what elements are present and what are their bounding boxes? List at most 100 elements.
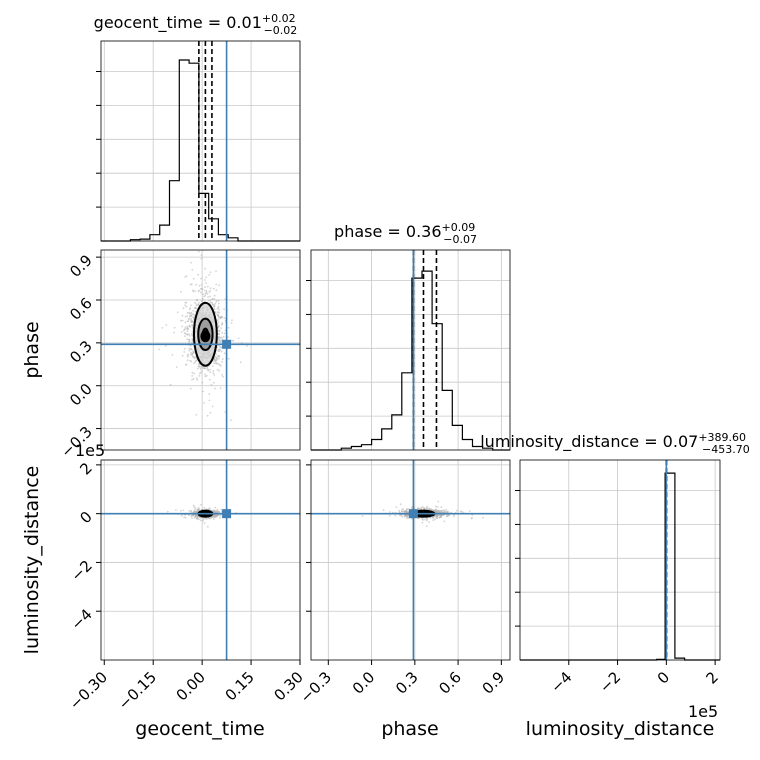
sample-point [218,349,221,352]
sample-point [187,318,190,320]
sample-point [217,357,220,360]
sample-point [206,292,209,295]
sample-point [208,399,211,402]
sample-point [200,370,203,372]
x-axis-label-phase: phase [381,718,438,740]
sample-point [246,345,249,347]
x-tick-label-phase: 0.6 [435,668,465,698]
sample-point [190,304,192,307]
hist-panel-geocent_time-hist: geocent_time = 0.01+0.02 −0.02 [94,12,301,242]
sample-point [222,335,225,338]
sample-point [199,291,202,294]
sample-point [213,294,216,297]
hist-panel-phase-hist: phase = 0.36+0.09 −0.07 [306,221,510,451]
sample-point [204,286,207,288]
sample-point [468,510,471,512]
histogram-bars [520,472,720,661]
sample-point [215,516,217,518]
sample-point [215,359,218,361]
sample-point [227,326,230,329]
y-axis-label-phase: phase [21,321,43,378]
y-tick-label-luminosity: 2 [76,459,95,478]
sample-point [184,332,187,335]
sample-point [199,371,202,374]
sample-point [223,352,226,355]
sample-point [421,521,424,524]
sample-point [195,413,198,416]
sample-point [221,323,224,325]
title-upper-error: +389.60 [698,431,746,444]
sample-point [184,315,187,318]
sample-point [184,304,187,307]
truth-marker [222,339,232,349]
sample-point [191,341,193,344]
title-main: phase = 0.36 [334,222,441,241]
sample-point [206,414,209,417]
sample-point [418,508,421,510]
sample-point [189,353,192,356]
x-axis-label-luminosity_distance: luminosity_distance [526,718,715,740]
sample-point [181,325,184,328]
panel-frame [100,249,301,451]
hist-frame [519,459,721,661]
sample-point [438,516,441,519]
sample-point [216,307,219,310]
sample-point [432,519,435,522]
sample-point [184,276,187,278]
sample-point [192,313,194,315]
sample-point [198,284,201,287]
sample-point [209,287,212,290]
sample-point [202,297,204,300]
sample-point [218,369,221,372]
sample-point [218,356,220,358]
sample-point [202,293,205,296]
sample-point [221,338,224,341]
sample-point [203,235,205,237]
truth-marker [408,509,418,519]
sample-point [219,364,222,367]
sample-point [204,279,206,281]
sample-point [189,308,191,311]
sample-point [440,506,443,508]
y-tick-label-luminosity: 0 [76,508,95,527]
sample-point [183,328,186,331]
sample-point [426,507,428,510]
sample-point [239,361,242,364]
sample-point [212,370,215,372]
sample-point [207,299,210,302]
sample-point [188,334,191,337]
sample-point [165,345,167,347]
sample-point [186,330,189,332]
sample-point [218,316,220,318]
sample-point [215,289,218,292]
sample-point [202,390,205,393]
sample-point [171,354,174,356]
sample-point [401,515,404,518]
sample-point [215,362,217,365]
panel-frame [100,459,301,661]
panel-frame [310,459,511,661]
sample-point [216,368,219,371]
sample-point [216,508,219,511]
sample-point [215,283,218,286]
sample-point [436,511,439,513]
sample-point [399,514,401,517]
sample-point [215,514,218,516]
sample-point [190,283,193,286]
sample-point [189,325,192,328]
panel-title: luminosity_distance = 0.07+389.60 −453.70 [480,431,750,456]
sample-point [214,302,217,305]
x-tick-label-luminosity: −4 [547,668,575,696]
sample-point [215,357,218,360]
sample-point [192,309,195,312]
sample-point [208,507,211,510]
sample-point [405,509,407,512]
sample-point [443,511,446,514]
sample-point [445,508,448,511]
sample-point [184,326,187,329]
sample-point [209,290,212,292]
title-main: luminosity_distance = 0.07 [480,432,698,452]
sample-point [207,369,210,372]
sample-point [435,505,437,508]
